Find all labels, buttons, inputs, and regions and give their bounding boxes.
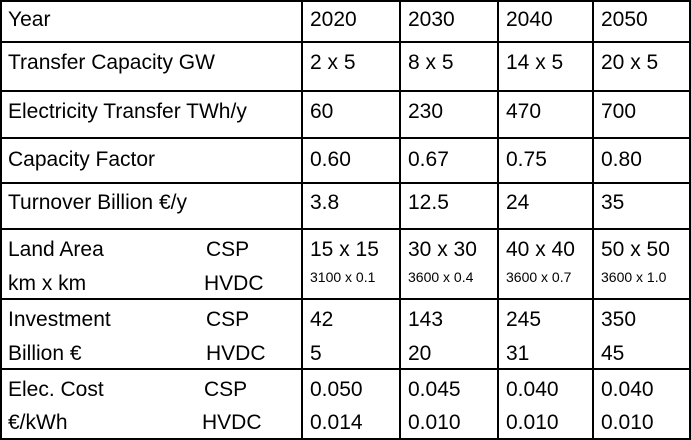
row-label-elec-cost: Elec. Cost bbox=[8, 378, 104, 401]
row-label-investment: Investment bbox=[8, 308, 111, 331]
table-cell: 45 bbox=[601, 342, 625, 365]
table-cell: 3100 x 0.1 bbox=[310, 269, 376, 285]
table-cell: 0.010 bbox=[601, 411, 654, 434]
grid-line bbox=[399, 0, 401, 440]
row-sublabel-investment-unit: Billion € bbox=[8, 342, 82, 365]
grid-line bbox=[0, 90, 691, 92]
table-cell: 5 bbox=[310, 342, 322, 365]
table-cell: 0.050 bbox=[310, 378, 363, 401]
table-cell: 3.8 bbox=[310, 191, 340, 214]
row-label-land-area: Land Area bbox=[8, 238, 104, 261]
row-sub-hvdc: HVDC bbox=[202, 411, 262, 434]
grid-line bbox=[0, 368, 691, 370]
grid-line bbox=[0, 298, 691, 300]
table-cell: 40 x 40 bbox=[506, 238, 575, 261]
row-label-turnover: Turnover Billion €/y bbox=[8, 191, 187, 214]
table-cell: 230 bbox=[408, 100, 444, 123]
table-cell: 0.75 bbox=[506, 148, 547, 171]
table-cell: 8 x 5 bbox=[408, 51, 454, 74]
table-cell: 2 x 5 bbox=[310, 51, 356, 74]
grid-line bbox=[0, 0, 691, 2]
table-cell: 24 bbox=[506, 191, 530, 214]
grid-line bbox=[497, 0, 499, 440]
table-cell: 30 x 30 bbox=[408, 238, 477, 261]
table-cell: 0.040 bbox=[506, 378, 559, 401]
grid-line bbox=[0, 41, 691, 43]
table-cell: 0.80 bbox=[601, 148, 642, 171]
table-cell: 700 bbox=[601, 100, 637, 123]
year-2030: 2030 bbox=[408, 8, 455, 31]
table-cell: 12.5 bbox=[408, 191, 449, 214]
table-cell: 350 bbox=[601, 308, 637, 331]
table-cell: 3600 x 0.4 bbox=[408, 269, 474, 285]
table-cell: 15 x 15 bbox=[310, 238, 379, 261]
table-cell: 35 bbox=[601, 191, 625, 214]
grid-line bbox=[0, 0, 2, 440]
table-cell: 245 bbox=[506, 308, 542, 331]
table-cell: 3600 x 1.0 bbox=[601, 269, 667, 285]
row-sublabel-elec-cost-unit: €/kWh bbox=[8, 411, 68, 434]
row-sublabel-land-area-unit: km x km bbox=[8, 272, 87, 295]
grid-line bbox=[0, 137, 691, 139]
table-cell: 0.67 bbox=[408, 148, 449, 171]
row-sub-csp: CSP bbox=[204, 378, 248, 401]
grid-line bbox=[0, 182, 691, 184]
table-cell: 0.045 bbox=[408, 378, 461, 401]
header-label: Year bbox=[8, 8, 51, 31]
table-cell: 0.014 bbox=[310, 411, 363, 434]
table-cell: 60 bbox=[310, 100, 334, 123]
table-cell: 31 bbox=[506, 342, 530, 365]
table-cell: 0.60 bbox=[310, 148, 351, 171]
grid-line bbox=[592, 0, 594, 440]
row-sub-hvdc: HVDC bbox=[204, 272, 264, 295]
year-2040: 2040 bbox=[506, 8, 553, 31]
table-cell: 42 bbox=[310, 308, 334, 331]
year-2020: 2020 bbox=[310, 8, 357, 31]
table-cell: 20 x 5 bbox=[601, 51, 659, 74]
row-sub-csp: CSP bbox=[206, 308, 250, 331]
row-sub-hvdc: HVDC bbox=[206, 342, 266, 365]
row-sub-csp: CSP bbox=[206, 238, 250, 261]
table-cell: 14 x 5 bbox=[506, 51, 564, 74]
row-label-capacity-factor: Capacity Factor bbox=[8, 148, 156, 171]
table-cell: 143 bbox=[408, 308, 444, 331]
table-cell: 0.010 bbox=[408, 411, 461, 434]
table-cell: 3600 x 0.7 bbox=[506, 269, 572, 285]
grid-line bbox=[0, 228, 691, 230]
table-cell: 0.040 bbox=[601, 378, 654, 401]
grid-line bbox=[689, 0, 691, 440]
table-cell: 20 bbox=[408, 342, 432, 365]
table-cell: 50 x 50 bbox=[601, 238, 670, 261]
row-label-transfer-capacity: Transfer Capacity GW bbox=[8, 51, 215, 74]
year-2050: 2050 bbox=[601, 8, 648, 31]
table-cell: 470 bbox=[506, 100, 542, 123]
row-label-electricity-transfer: Electricity Transfer TWh/y bbox=[8, 100, 247, 123]
table-cell: 0.010 bbox=[506, 411, 559, 434]
grid-line bbox=[0, 438, 691, 440]
grid-line bbox=[301, 0, 303, 440]
